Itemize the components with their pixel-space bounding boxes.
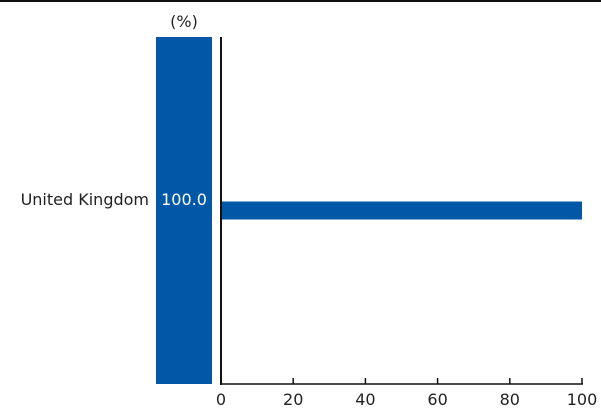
x-tick-label-80: 80 xyxy=(500,390,520,408)
x-tick-label-20: 20 xyxy=(283,390,303,408)
top-rule xyxy=(0,0,601,2)
value-label-united-kingdom: 100.0 xyxy=(161,190,207,209)
category-label-united-kingdom: United Kingdom xyxy=(20,190,149,209)
x-tick-label-100: 100 xyxy=(567,390,598,408)
unit-label: (%) xyxy=(170,12,198,31)
x-tick-label-0: 0 xyxy=(216,390,226,408)
x-tick-label-40: 40 xyxy=(355,390,375,408)
bar-united-kingdom xyxy=(222,201,582,220)
value-column xyxy=(156,37,212,384)
x-tick-label-60: 60 xyxy=(427,390,447,408)
